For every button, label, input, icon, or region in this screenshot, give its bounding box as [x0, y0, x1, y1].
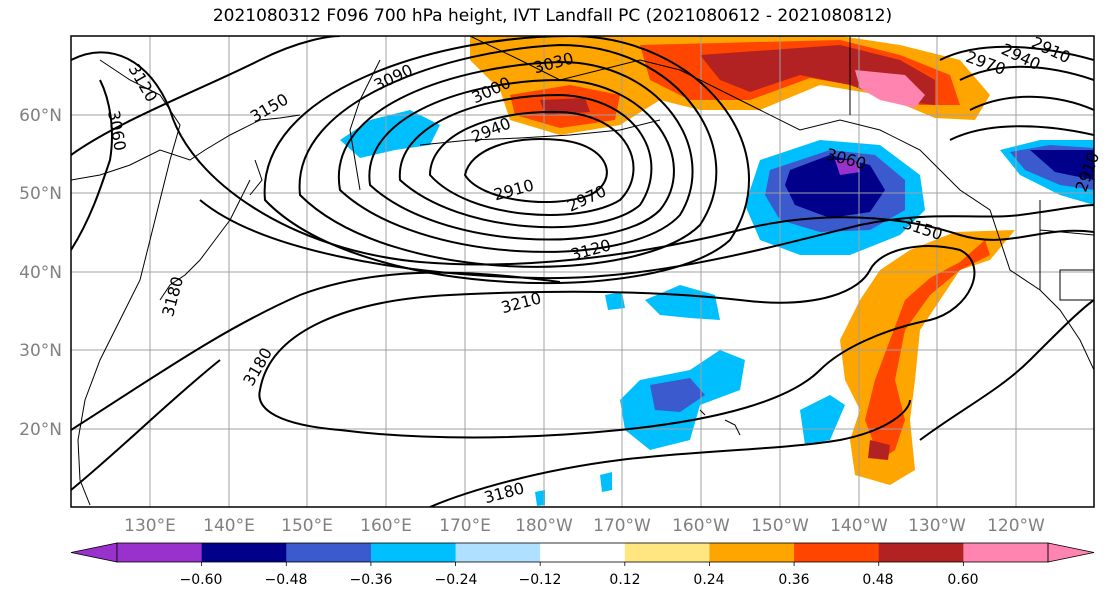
lat-tick: 20°N	[19, 420, 62, 440]
lon-tick: 140°E	[203, 516, 255, 536]
lon-tick: 120°W	[987, 516, 1045, 536]
asia-coast	[71, 59, 301, 506]
colorbar-label: −0.24	[435, 572, 478, 588]
colorbar-segment	[963, 543, 1049, 562]
negative-ivt-ne-pacific-extreme	[835, 160, 860, 175]
height-contours	[71, 36, 1094, 507]
colorbar-segment	[540, 543, 626, 562]
colorbar-extend-low	[70, 542, 118, 563]
colorbar-segment	[201, 543, 287, 562]
colorbar-extend-high	[1047, 542, 1095, 563]
contour-3150	[71, 36, 1094, 280]
negative-ivt-small	[535, 472, 612, 506]
map-title: 2021080312 F096 700 hPa height, IVT Land…	[212, 6, 893, 26]
colorbar-segment	[370, 543, 457, 562]
contour-3000	[368, 78, 675, 241]
lat-tick-labels: 60°N 50°N 40°N 30°N 20°N	[19, 106, 62, 440]
contour-3120	[71, 51, 1094, 266]
lat-tick: 30°N	[19, 341, 62, 361]
negative-ivt-east-60	[1030, 150, 1094, 180]
contour-3180-south	[429, 299, 1094, 507]
contour-3180	[71, 271, 561, 491]
colorbar-label: 0.48	[862, 572, 893, 588]
contour-ne-lows	[939, 45, 1094, 141]
positive-ivt-plume-48	[868, 440, 890, 460]
gridlines	[71, 36, 1094, 507]
lon-tick: 150°E	[281, 516, 333, 536]
colorbar-segment	[878, 543, 964, 562]
colorbar-label: 0.36	[778, 572, 809, 588]
kamchatka	[349, 59, 381, 191]
lon-tick: 160°E	[360, 516, 412, 536]
colorbar-label: −0.12	[519, 572, 562, 588]
lon-tick: 170°E	[439, 516, 491, 536]
contour-3210	[258, 245, 976, 439]
positive-ivt-north-48	[540, 45, 935, 115]
lon-tick-labels: 130°E 140°E 150°E 160°E 170°E 180°W 170°…	[124, 516, 1045, 536]
colorbar-segment	[286, 543, 372, 562]
lon-tick: 130°W	[908, 516, 966, 536]
contour-2910-low	[463, 138, 608, 204]
contour-3090	[263, 36, 750, 284]
colorbar-segment	[709, 543, 795, 562]
colorbar-segment	[455, 543, 541, 562]
colorbar-label: 0.24	[693, 572, 724, 588]
positive-ivt-plume-36	[865, 240, 990, 460]
colorbar-segment	[794, 543, 880, 562]
lat-tick: 40°N	[19, 263, 62, 283]
lon-tick: 170°W	[593, 516, 651, 536]
colorbar-label: 0.60	[947, 572, 978, 588]
colorbar-label: −0.36	[350, 572, 393, 588]
hawaii	[699, 409, 741, 436]
negative-ivt-subtropic-48	[650, 378, 705, 412]
japan	[159, 159, 263, 301]
na-borders	[849, 36, 1094, 301]
ivt-shading	[340, 36, 1094, 506]
aleutians	[419, 119, 661, 146]
lon-tick: 160°W	[672, 516, 730, 536]
lon-tick: 140°W	[830, 516, 888, 536]
colorbar	[70, 542, 1095, 566]
contour-3060-west	[71, 79, 113, 251]
map-frame	[70, 35, 1095, 508]
positive-ivt-north-60	[855, 70, 925, 108]
contour-3030	[337, 60, 694, 253]
lat-tick: 60°N	[19, 106, 62, 126]
negative-ivt-central-2	[605, 292, 625, 310]
colorbar-segment	[624, 543, 710, 562]
contour-labels: 3120 3060 3150 3090 3000 3030 2940 2910 …	[104, 33, 1103, 508]
colorbar-outline	[116, 542, 1049, 563]
colorbar-labels: −0.60 −0.48 −0.36 −0.24 −0.12 0.12 0.24 …	[180, 572, 979, 588]
negative-ivt-kamchatka	[340, 110, 440, 158]
lon-tick: 130°E	[124, 516, 176, 536]
negative-ivt-ne-pacific-60	[785, 155, 885, 218]
colorbar-label: −0.48	[265, 572, 308, 588]
colorbar-segment	[117, 543, 203, 562]
contour-2970	[398, 93, 653, 229]
lat-tick: 50°N	[19, 184, 62, 204]
contour-2940	[428, 110, 635, 216]
lon-tick: 180°W	[515, 516, 573, 536]
negative-ivt-subtropic-3	[800, 395, 845, 445]
colorbar-label: 0.12	[609, 572, 640, 588]
colorbar-label: −0.60	[180, 572, 223, 588]
lon-tick: 150°W	[751, 516, 809, 536]
